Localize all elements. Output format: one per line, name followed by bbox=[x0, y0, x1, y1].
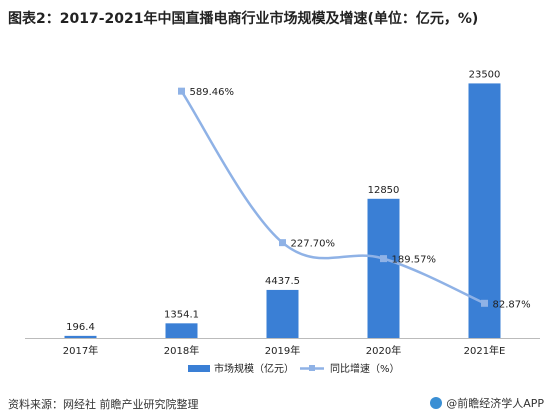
x-tick-label: 2020年 bbox=[366, 344, 401, 357]
growth-value-label: 189.57% bbox=[392, 255, 437, 266]
brand-logo-icon bbox=[430, 397, 443, 409]
legend-line-label: 同比增速（%） bbox=[330, 362, 400, 375]
bar-value-label: 23500 bbox=[469, 69, 501, 80]
growth-value-label: 589.46% bbox=[190, 87, 235, 98]
legend-bar-swatch bbox=[188, 365, 210, 372]
bar-value-label: 196.4 bbox=[66, 322, 95, 333]
bar bbox=[367, 198, 400, 338]
bar bbox=[468, 83, 501, 339]
bar-value-label: 4437.5 bbox=[265, 276, 300, 287]
bar bbox=[165, 323, 198, 338]
brand-credit: @前瞻经济学人APP bbox=[430, 395, 544, 411]
growth-point bbox=[279, 239, 286, 247]
source-note: 资料来源：网经社 前瞻产业研究院整理 bbox=[8, 398, 199, 411]
legend-line-marker bbox=[309, 365, 315, 371]
growth-line bbox=[180, 90, 486, 305]
x-tick-label: 2018年 bbox=[164, 344, 199, 357]
legend-bar-label: 市场规模（亿元） bbox=[214, 362, 294, 375]
growth-point bbox=[380, 255, 387, 263]
growth-point bbox=[481, 299, 488, 307]
growth-value-label: 227.70% bbox=[291, 239, 336, 250]
bar-value-label: 12850 bbox=[368, 185, 400, 196]
x-tick-label: 2019年 bbox=[265, 344, 300, 357]
x-tick-label: 2021年E bbox=[464, 344, 506, 357]
bar bbox=[64, 335, 97, 338]
x-tick-label: 2017年 bbox=[63, 344, 98, 357]
growth-point bbox=[178, 87, 185, 95]
brand-text: @前瞻经济学人APP bbox=[446, 397, 544, 410]
growth-value-label: 82.87% bbox=[493, 299, 531, 310]
bar bbox=[266, 289, 299, 338]
bar-value-label: 1354.1 bbox=[164, 309, 199, 320]
chart-title: 图表2：2017-2021年中国直播电商行业市场规模及增速(单位：亿元，%) bbox=[8, 11, 479, 27]
